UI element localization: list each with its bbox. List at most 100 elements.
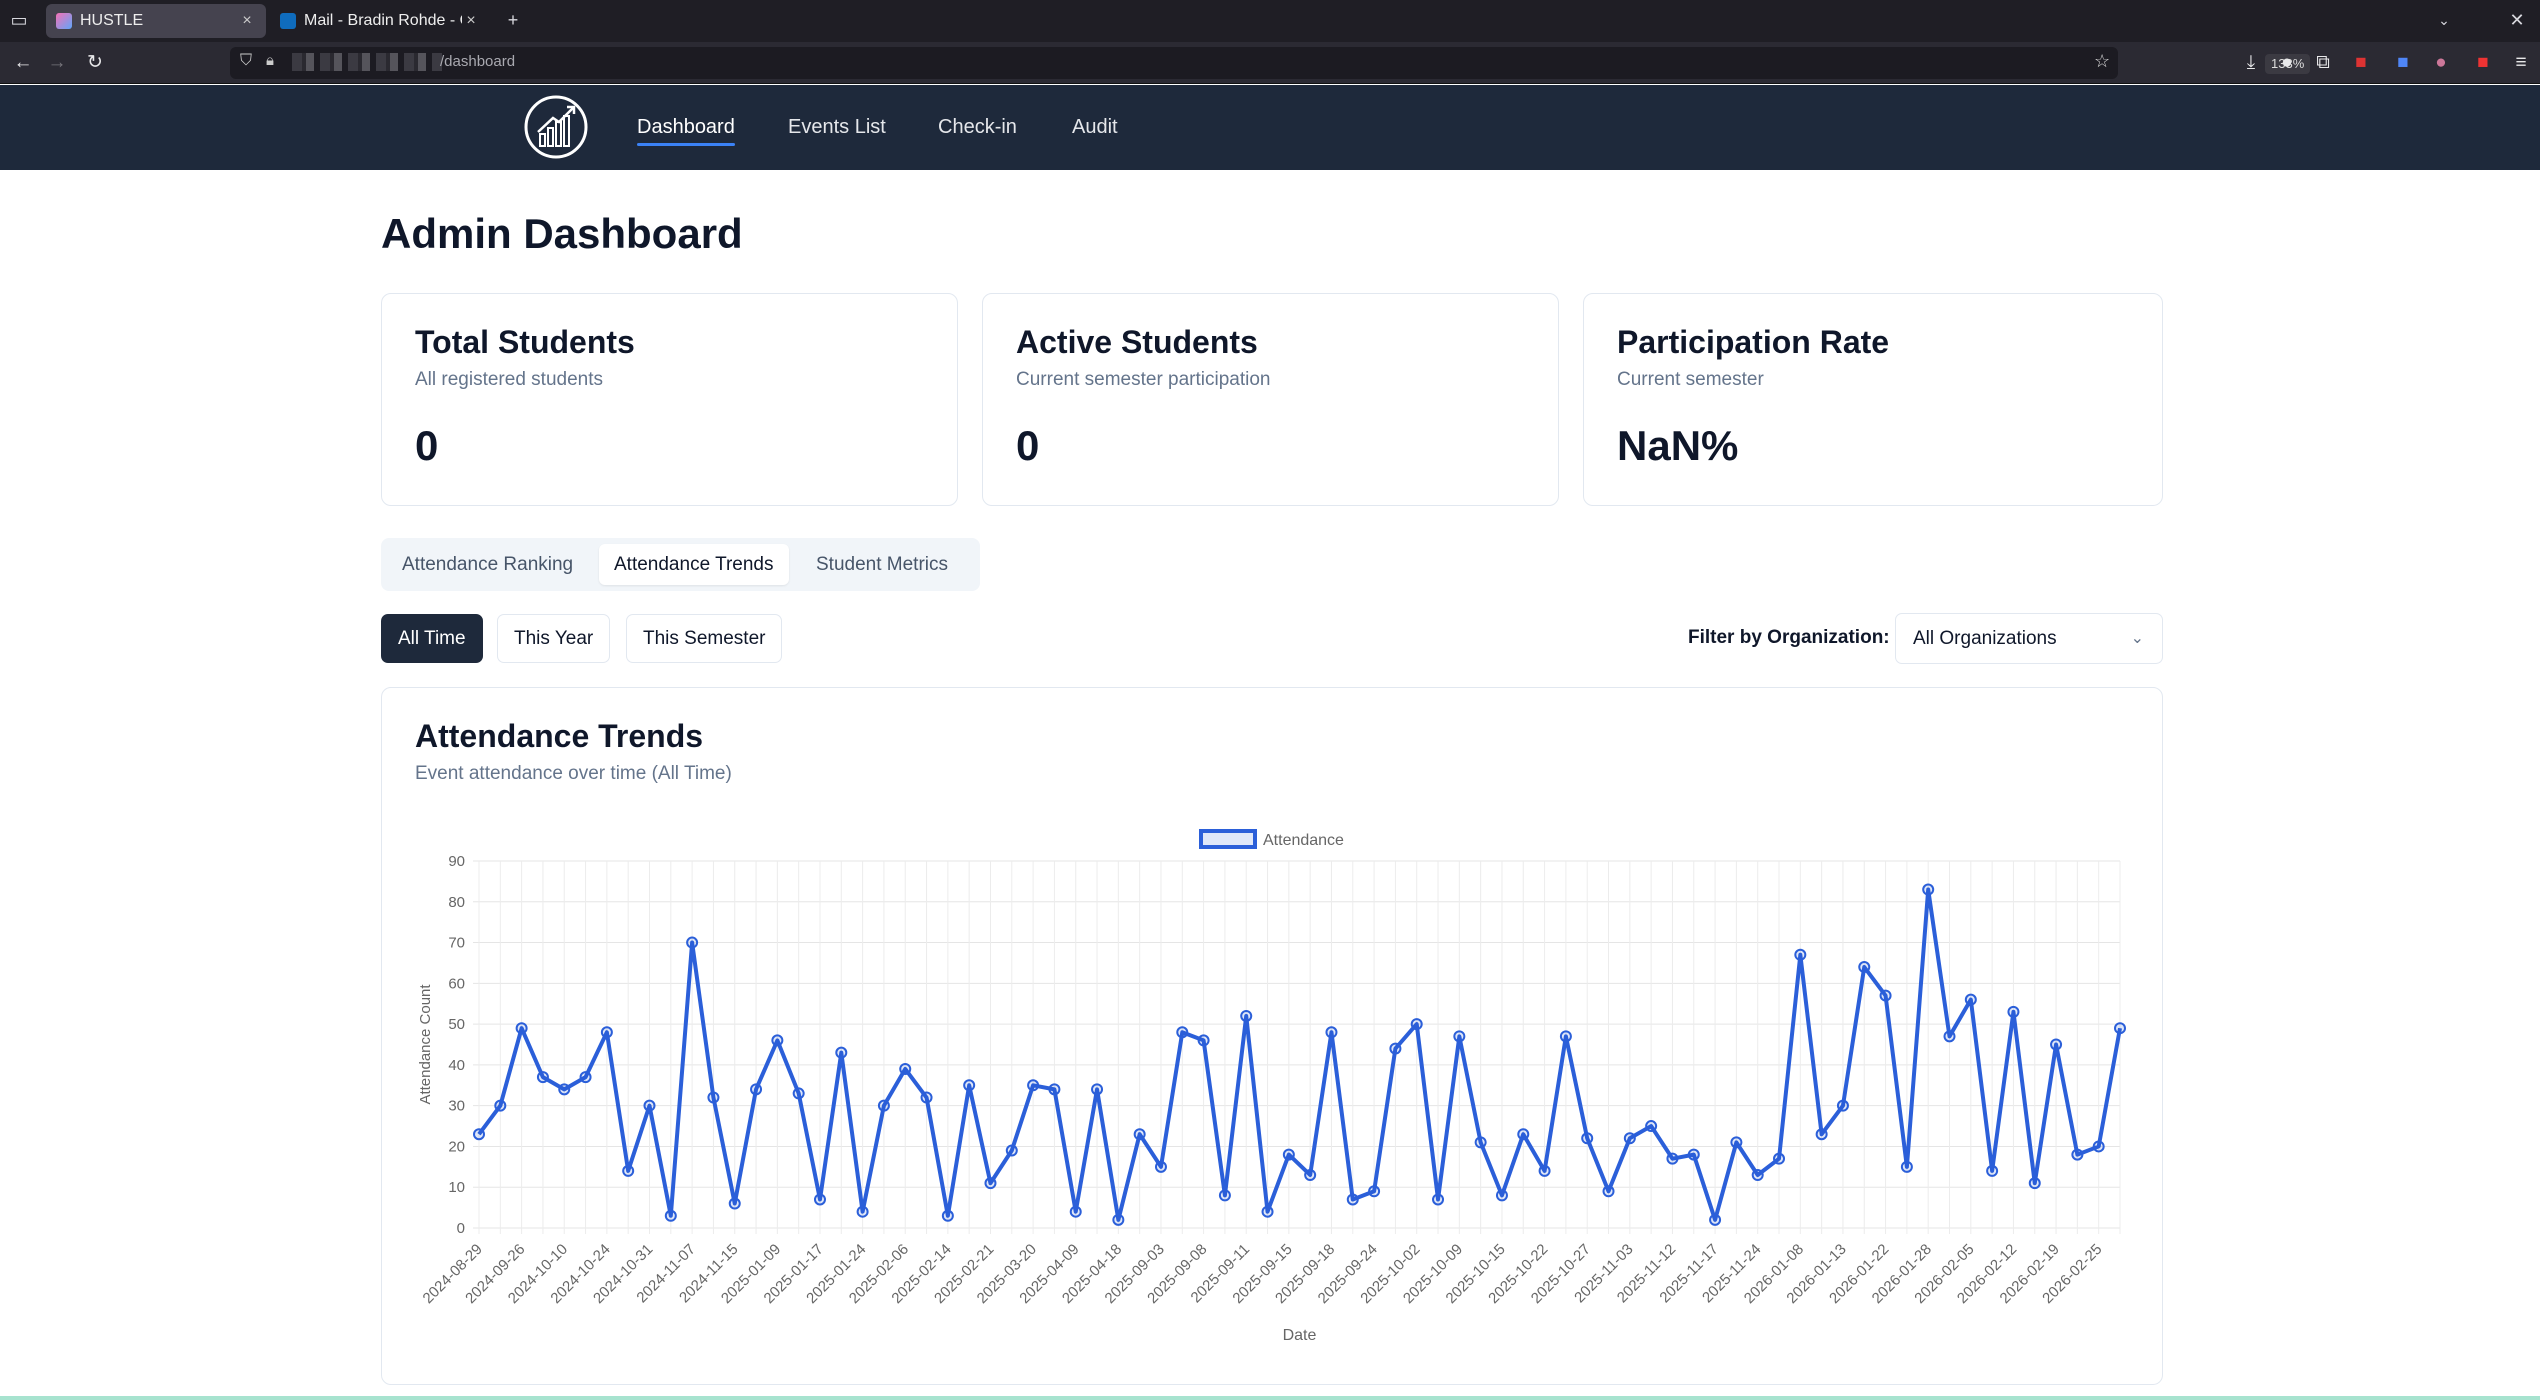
y-axis-title: Attendance Count [417, 984, 434, 1105]
bitwarden-icon[interactable]: ■ [2397, 52, 2409, 73]
close-window-icon[interactable]: ✕ [2509, 10, 2525, 30]
this-year-button[interactable]: This Year [497, 614, 611, 663]
card-subtitle: Current semester participation [1016, 369, 1271, 390]
active-students-card: Active Students Current semester partici… [982, 293, 1559, 506]
forward-icon[interactable]: → [47, 52, 67, 73]
card-value: 0 [1016, 422, 1040, 469]
card-subtitle: Current semester [1617, 369, 1764, 390]
data-point [1218, 1189, 1231, 1202]
bottom-accent-line [0, 1396, 2540, 1400]
outlook-favicon-icon [280, 13, 296, 29]
extension-icon[interactable]: ● [2435, 52, 2447, 73]
data-point [1730, 1136, 1743, 1149]
data-point [1794, 948, 1807, 961]
data-point [1495, 1189, 1508, 1202]
ublock-icon[interactable]: ■ [2355, 52, 2367, 73]
nav-events-list[interactable]: Events List [788, 116, 886, 138]
browser-tab-hustle[interactable]: HUSTLE × [46, 4, 266, 38]
data-point [1240, 1009, 1253, 1022]
tab-student-metrics[interactable]: Student Metrics [816, 554, 948, 575]
y-tick-label: 60 [448, 975, 465, 992]
x-axis-title: Date [1283, 1327, 1317, 1344]
shield-icon[interactable]: ⛉ [240, 52, 253, 69]
org-filter-select[interactable]: All Organizations ⌄ [1895, 613, 2163, 664]
data-point [1581, 1132, 1594, 1145]
bookmark-star-icon[interactable]: ☆ [2094, 51, 2111, 71]
data-point [750, 1083, 763, 1096]
attendance-series-line [477, 887, 2122, 1222]
lock-icon[interactable]: 🔒︎ [266, 52, 274, 69]
data-point [771, 1034, 784, 1047]
data-point [1197, 1034, 1210, 1047]
account-icon[interactable]: ● [2281, 52, 2293, 73]
url-path: /dashboard [440, 53, 516, 70]
data-point [1964, 993, 1977, 1006]
tab-list-icon[interactable]: ▭ [10, 10, 28, 30]
data-point [579, 1071, 592, 1084]
data-point [1112, 1213, 1125, 1226]
extension-badge-icon[interactable]: ■ [2477, 52, 2489, 73]
data-point [1623, 1132, 1636, 1145]
data-point [1836, 1099, 1849, 1112]
y-tick-label: 80 [448, 894, 465, 911]
tab-attendance-ranking[interactable]: Attendance Ranking [402, 554, 574, 575]
data-point [1943, 1030, 1956, 1043]
tab-attendance-trends[interactable]: Attendance Trends [599, 544, 789, 585]
back-icon[interactable]: ← [13, 52, 33, 73]
data-point [1687, 1148, 1700, 1161]
dashboard-tabs: Attendance Ranking Attendance Trends Stu… [381, 538, 980, 591]
data-point [1474, 1136, 1487, 1149]
data-point [941, 1209, 954, 1222]
this-semester-button[interactable]: This Semester [626, 614, 783, 663]
card-title: Active Students [1016, 324, 1258, 360]
tab-title: HUSTLE [80, 12, 144, 29]
new-tab-button[interactable]: + [507, 10, 519, 30]
card-title: Participation Rate [1617, 324, 1890, 360]
data-point [558, 1083, 571, 1096]
data-point [1453, 1030, 1466, 1043]
browser-toolbar: ← → ↻ ⛉ 🔒︎ /dashboard 133% ☆ ⤓ ● ⧉ ■ ■ ●… [0, 42, 2540, 84]
nav-audit[interactable]: Audit [1072, 116, 1118, 138]
data-point [600, 1026, 613, 1039]
app-logo-icon[interactable] [523, 94, 589, 160]
all-time-button[interactable]: All Time [381, 614, 483, 663]
card-value: NaN% [1617, 422, 1739, 469]
y-tick-label: 40 [448, 1057, 465, 1074]
data-point [494, 1099, 507, 1112]
legend-label: Attendance [1263, 832, 1344, 849]
list-all-tabs-icon[interactable]: ⌄ [2438, 12, 2450, 28]
redacted-host [292, 53, 442, 71]
close-tab-icon[interactable]: × [242, 12, 252, 29]
data-point [515, 1022, 528, 1035]
data-point [1858, 961, 1871, 974]
app-header: Dashboard Events List Check-in Audit [0, 85, 2540, 170]
data-point [2071, 1148, 2084, 1161]
data-point [1559, 1030, 1572, 1043]
y-tick-label: 70 [448, 935, 465, 952]
reload-icon[interactable]: ↻ [87, 52, 103, 73]
y-tick-label: 20 [448, 1138, 465, 1155]
data-point [1304, 1168, 1317, 1181]
data-point [1986, 1164, 1999, 1177]
data-point [2092, 1140, 2105, 1153]
menu-icon[interactable]: ≡ [2515, 52, 2527, 73]
participation-rate-card: Participation Rate Current semester NaN% [1583, 293, 2163, 506]
close-tab-icon[interactable]: × [466, 12, 476, 29]
data-point [1538, 1164, 1551, 1177]
data-point [1091, 1083, 1104, 1096]
nav-dashboard[interactable]: Dashboard [637, 85, 735, 170]
data-point [920, 1091, 933, 1104]
page-title: Admin Dashboard [381, 210, 743, 257]
data-point [1389, 1042, 1402, 1055]
address-bar[interactable]: ⛉ 🔒︎ /dashboard 133% ☆ [230, 47, 2311, 79]
downloads-icon[interactable]: ⤓ [2246, 52, 2256, 73]
nav-check-in[interactable]: Check-in [938, 116, 1017, 138]
browser-tab-bar: ▭ HUSTLE × Mail - Bradin Rohde - Out × +… [0, 0, 2540, 42]
data-point [686, 936, 699, 949]
extensions-icon[interactable]: ⧉ [2316, 52, 2330, 73]
data-point [1133, 1128, 1146, 1141]
data-point [473, 1128, 485, 1141]
data-point [1027, 1079, 1040, 1092]
browser-tab-mail[interactable]: Mail - Bradin Rohde - Out × [270, 4, 490, 38]
zoom-level[interactable]: 133% [2265, 54, 2311, 74]
